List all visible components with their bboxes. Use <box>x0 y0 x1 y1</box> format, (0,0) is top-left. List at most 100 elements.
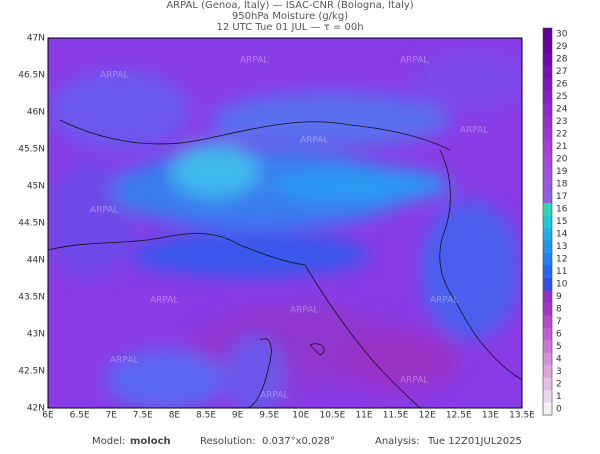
lon-label: 10E <box>292 411 309 421</box>
footer-value: Tue 12Z01JUL2025 <box>427 436 522 447</box>
colorbar-swatch <box>543 28 552 41</box>
colorbar-label: 10 <box>556 279 568 289</box>
colorbar-swatch <box>543 290 552 303</box>
colorbar-label: 18 <box>556 180 568 190</box>
footer-label: Model: <box>92 436 125 447</box>
lat-label: 42.5N <box>18 367 45 377</box>
colorbar-label: 22 <box>556 130 567 140</box>
colorbar-swatch <box>543 277 552 291</box>
colorbar-label: 11 <box>556 267 567 277</box>
colorbar-swatch <box>543 140 552 154</box>
lat-label: 44N <box>27 256 45 266</box>
colorbar-swatch <box>543 252 552 266</box>
colorbar-label: 23 <box>556 117 567 127</box>
lon-label: 6.5E <box>70 411 90 421</box>
colorbar-label: 14 <box>556 229 568 239</box>
colorbar-swatch <box>543 102 552 116</box>
footer-label: Resolution: <box>200 436 256 447</box>
lat-label: 43.5N <box>18 293 45 303</box>
colorbar-label: 9 <box>556 292 562 302</box>
footer-label: Analysis: <box>375 436 420 447</box>
colorbar-swatch <box>543 377 552 391</box>
lat-label: 44.5N <box>18 219 45 229</box>
colorbar-label: 2 <box>556 379 562 389</box>
lon-label: 7E <box>105 411 117 421</box>
colorbar-swatch <box>543 327 552 341</box>
colorbar-swatch <box>543 115 552 129</box>
lon-label: 8.5E <box>196 411 216 421</box>
lat-label: 42N <box>27 404 45 414</box>
lon-label: 10.5E <box>320 411 346 421</box>
colorbar-label: 12 <box>556 254 567 264</box>
colorbar-swatch <box>543 302 552 316</box>
colorbar-swatch <box>543 40 552 54</box>
colorbar-swatch <box>543 90 552 104</box>
lon-label: 9E <box>232 411 244 421</box>
watermark: ARPAL <box>400 56 428 66</box>
lat-label: 46N <box>27 108 45 118</box>
colorbar-label: 0 <box>556 404 562 414</box>
colorbar-swatch <box>543 65 552 79</box>
lon-label: 9.5E <box>259 411 279 421</box>
lon-label: 13.5E <box>509 411 535 421</box>
colorbar-swatch <box>543 390 552 403</box>
colorbar-label: 16 <box>556 205 568 215</box>
colorbar-label: 28 <box>556 55 568 65</box>
colorbar-label: 8 <box>556 304 562 314</box>
watermark: ARPAL <box>430 296 458 306</box>
colorbar-label: 30 <box>556 30 568 40</box>
map-field: ARPAL ARPAL ARPAL ARPAL ARPAL ARPAL ARPAL ARPAL… <box>48 38 522 408</box>
header-line: 950hPa Moisture (g/kg) <box>232 11 348 22</box>
colorbar-swatch <box>543 202 552 216</box>
footer-value: moloch <box>130 436 171 447</box>
colorbar-swatch <box>543 265 552 278</box>
colorbar-label: 13 <box>556 242 567 252</box>
colorbar-swatch <box>543 402 552 416</box>
colorbar-label: 5 <box>556 342 562 352</box>
watermark: ARPAL <box>150 296 178 306</box>
colorbar-label: 21 <box>556 142 567 152</box>
lon-label: 12E <box>419 411 436 421</box>
colorbar-label: 4 <box>556 354 562 364</box>
lat-label: 43N <box>27 330 45 340</box>
watermark: ARPAL <box>460 126 488 136</box>
colorbar-swatch <box>543 215 552 229</box>
colorbar-label: 6 <box>556 329 562 339</box>
colorbar-swatch <box>543 165 552 179</box>
colorbar-label: 26 <box>556 80 568 90</box>
colorbar-swatch <box>543 340 552 353</box>
colorbar-label: 1 <box>556 392 562 402</box>
colorbar-swatch <box>543 240 552 254</box>
lon-label: 6E <box>42 411 54 421</box>
colorbar-label: 25 <box>556 92 567 102</box>
colorbar-swatch <box>543 77 552 91</box>
colorbar-swatch <box>543 127 552 141</box>
colorbar-label: 20 <box>556 155 568 165</box>
watermark: ARPAL <box>300 136 328 146</box>
colorbar-label: 15 <box>556 217 567 227</box>
footer-value: 0.037°x0.028° <box>262 436 335 447</box>
lon-label: 12.5E <box>446 411 472 421</box>
lat-label: 45.5N <box>18 145 45 155</box>
colorbar-label: 7 <box>556 317 562 327</box>
watermark: ARPAL <box>240 56 268 66</box>
watermark: ARPAL <box>100 71 128 81</box>
watermark: ARPAL <box>400 376 428 386</box>
watermark: ARPAL <box>290 306 318 316</box>
colorbar-label: 17 <box>556 192 567 202</box>
watermark: ARPAL <box>90 206 118 216</box>
colorbar-swatch <box>543 152 552 166</box>
watermark: ARPAL <box>110 356 138 366</box>
header-line: 12 UTC Tue 01 JUL — τ = 00h <box>216 22 363 33</box>
lon-label: 11.5E <box>383 411 409 421</box>
colorbar-swatch <box>543 52 552 66</box>
colorbar-swatch <box>543 227 552 241</box>
colorbar-label: 27 <box>556 67 567 77</box>
colorbar-swatch <box>543 352 552 366</box>
map-frame <box>47 37 523 409</box>
colorbar-label: 19 <box>556 167 568 177</box>
colorbar-swatch <box>543 315 552 328</box>
colorbar-label: 29 <box>556 42 568 52</box>
lat-label: 47N <box>27 34 45 44</box>
